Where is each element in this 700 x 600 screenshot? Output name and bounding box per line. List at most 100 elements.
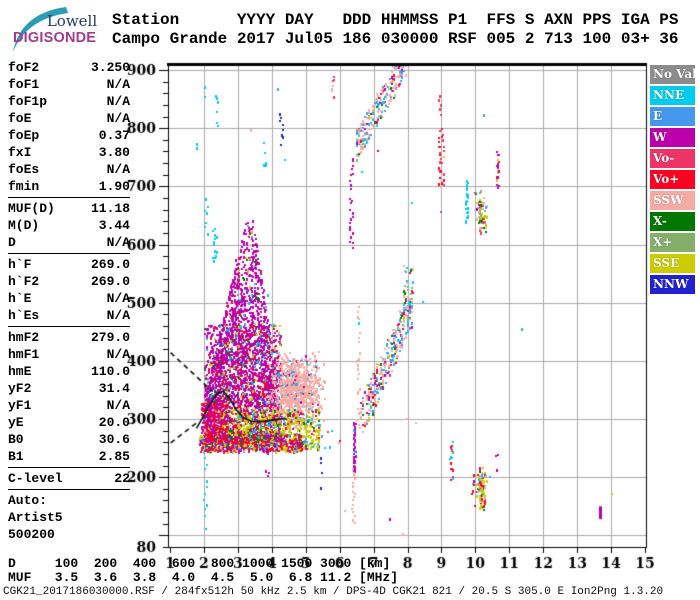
param-row-hf2: h`F2 269.0 xyxy=(8,273,130,290)
param-value: 3.44 xyxy=(98,218,130,233)
param-label: yE xyxy=(8,415,24,430)
panel-divider xyxy=(8,489,130,490)
param-row-hmf2: hmF2 279.0 xyxy=(8,329,130,346)
panel-divider xyxy=(8,197,130,198)
param-row-hme: hmE 110.0 xyxy=(8,363,130,380)
legend-item-vo: Vo+ xyxy=(650,170,695,189)
param-label: yF2 xyxy=(8,381,32,396)
param-row-hmf1: hmF1 N/A xyxy=(8,346,130,363)
param-value: 3.250 xyxy=(90,60,130,75)
param-value: N/A xyxy=(106,77,130,92)
param-value: 30.6 xyxy=(98,432,130,447)
legend-item-vo: Vo- xyxy=(650,149,695,168)
header-field-names: Station YYYY DAY DDD HHMMSS P1 FFS S AXN… xyxy=(112,11,679,29)
param-row-d: D N/A xyxy=(8,234,130,251)
param-label: foEs xyxy=(8,162,40,177)
param-row-ye: yE 20.0 xyxy=(8,414,130,431)
param-value: N/A xyxy=(106,235,130,250)
param-row-artist5: Artist5 xyxy=(8,509,130,526)
param-row-hes: h`Es N/A xyxy=(8,307,130,324)
param-row-b1: B1 2.85 xyxy=(8,448,130,465)
param-row-yf2: yF2 31.4 xyxy=(8,380,130,397)
param-row-500200: 500200 xyxy=(8,526,130,543)
param-value: N/A xyxy=(106,162,130,177)
panel-divider xyxy=(8,253,130,254)
param-label: hmE xyxy=(8,364,32,379)
param-row-md: M(D) 3.44 xyxy=(8,217,130,234)
legend-item-x: X+ xyxy=(650,233,695,252)
param-label: yF1 xyxy=(8,398,32,413)
param-label: B0 xyxy=(8,432,24,447)
param-value: N/A xyxy=(106,94,130,109)
param-row-auto: Auto: xyxy=(8,492,130,509)
distance-row: D 100 200 400 600 800 1000 1500 3000 [km… xyxy=(8,556,391,571)
param-value: 22 xyxy=(114,471,130,486)
param-label: M(D) xyxy=(8,218,40,233)
param-value: 1.90 xyxy=(98,179,130,194)
parameter-panel: foF2 3.250 foF1 N/A foF1p N/A foE N/A foEp 0.37 fx… xyxy=(8,59,130,543)
param-label: foF1p xyxy=(8,94,48,109)
legend-item-noval: No Val xyxy=(650,65,695,84)
param-value: N/A xyxy=(106,347,130,362)
param-label: h`E xyxy=(8,291,32,306)
param-label: h`Es xyxy=(8,308,40,323)
param-value: N/A xyxy=(106,111,130,126)
legend-item-sse: SSE xyxy=(650,254,695,273)
legend-item-x: X- xyxy=(650,212,695,231)
param-label: fxI xyxy=(8,145,32,160)
param-label: B1 xyxy=(8,449,24,464)
param-row-foes: foEs N/A xyxy=(8,161,130,178)
param-label: Artist5 xyxy=(8,510,63,525)
param-label: foF1 xyxy=(8,77,40,92)
param-row-foe: foE N/A xyxy=(8,110,130,127)
lowell-digisonde-logo: Lowell DIGISONDE xyxy=(6,4,116,56)
param-value: 0.37 xyxy=(98,128,130,143)
param-row-fof2: foF2 3.250 xyxy=(8,59,130,76)
status-line: CGK21_2017186030000.RSF / 284fx512h 50 k… xyxy=(3,586,664,598)
param-row-yf1: yF1 N/A xyxy=(8,397,130,414)
param-label: foEp xyxy=(8,128,40,143)
param-label: fmin xyxy=(8,179,40,194)
panel-divider xyxy=(8,467,130,468)
echo-direction-legend: No Val NNE E W Vo- Vo+ SSW X- X+ SSE NNW xyxy=(650,65,695,296)
param-value: 11.18 xyxy=(90,201,130,216)
param-label: foE xyxy=(8,111,32,126)
param-value: 3.80 xyxy=(98,145,130,160)
param-label: h`F xyxy=(8,257,32,272)
param-label: foF2 xyxy=(8,60,40,75)
param-row-he: h`E N/A xyxy=(8,290,130,307)
param-value: 20.0 xyxy=(98,415,130,430)
param-label: D xyxy=(8,235,16,250)
param-row-hf: h`F 269.0 xyxy=(8,256,130,273)
param-row-mufd: MUF(D) 11.18 xyxy=(8,200,130,217)
logo-arc-icon xyxy=(13,7,68,52)
param-row-fmin: fmin 1.90 xyxy=(8,178,130,195)
param-row-foep: foEp 0.37 xyxy=(8,127,130,144)
legend-item-w: W xyxy=(650,128,695,147)
param-value: N/A xyxy=(106,291,130,306)
param-value: N/A xyxy=(106,308,130,323)
legend-item-e: E xyxy=(650,107,695,126)
legend-item-ssw: SSW xyxy=(650,191,695,210)
param-label: 500200 xyxy=(8,527,55,542)
param-row-clevel: C-level 22 xyxy=(8,470,130,487)
param-label: h`F2 xyxy=(8,274,40,289)
param-row-b0: B0 30.6 xyxy=(8,431,130,448)
param-value: 269.0 xyxy=(90,257,130,272)
param-label: MUF(D) xyxy=(8,201,55,216)
param-label: hmF2 xyxy=(8,330,40,345)
legend-item-nne: NNE xyxy=(650,86,695,105)
logo-digisonde-text: DIGISONDE xyxy=(13,30,97,46)
param-label: hmF1 xyxy=(8,347,40,362)
param-value: N/A xyxy=(106,398,130,413)
header-field-values: Campo Grande 2017 Jul05 186 030000 RSF 0… xyxy=(112,30,679,48)
legend-item-nnw: NNW xyxy=(650,275,695,294)
param-label: Auto: xyxy=(8,493,48,508)
param-value: 31.4 xyxy=(98,381,130,396)
param-row-fof1p: foF1p N/A xyxy=(8,93,130,110)
param-row-fxi: fxI 3.80 xyxy=(8,144,130,161)
muf-row: MUF 3.5 3.6 3.8 4.0 4.5 5.0 6.8 11.2 [MH… xyxy=(8,570,399,585)
param-value: 110.0 xyxy=(90,364,130,379)
panel-divider xyxy=(8,326,130,327)
